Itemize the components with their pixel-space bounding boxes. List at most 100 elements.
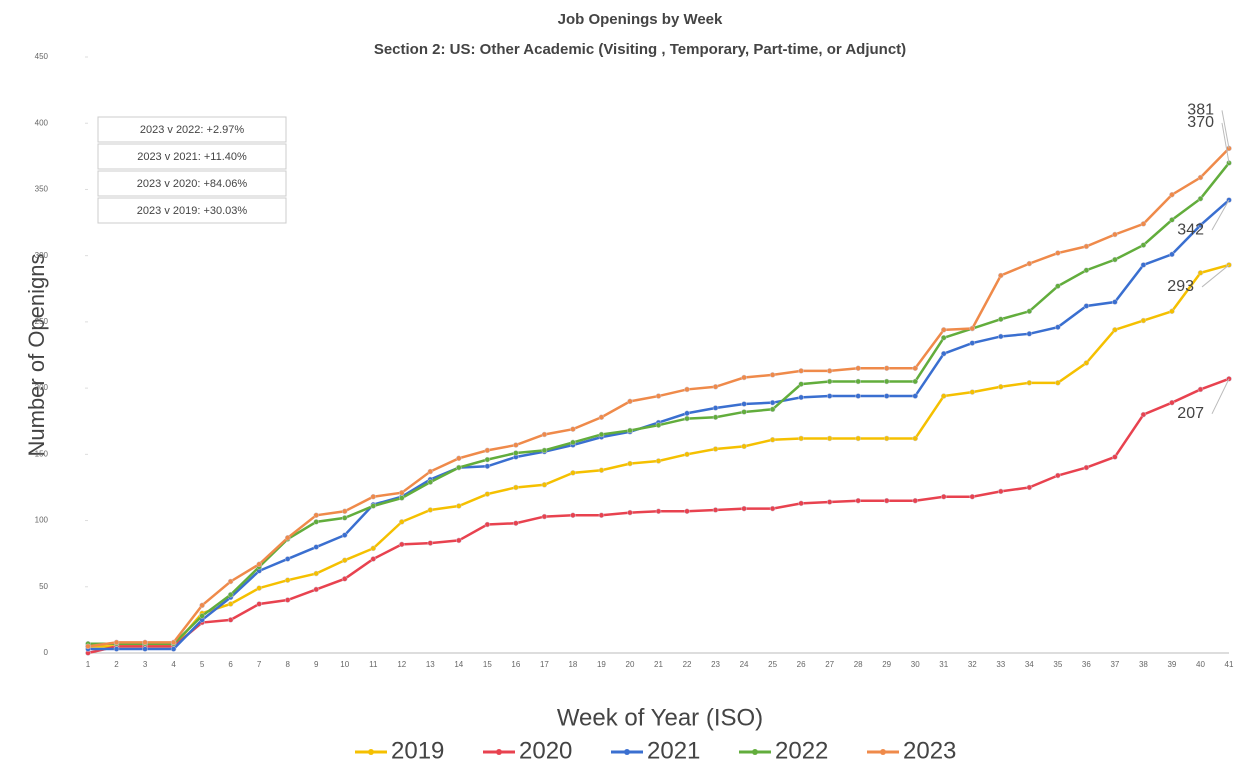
point — [427, 468, 434, 475]
point — [1140, 262, 1147, 268]
point — [855, 365, 861, 371]
x-tick-label: 38 — [1139, 660, 1148, 669]
point — [684, 451, 690, 458]
point — [456, 464, 462, 471]
point — [798, 394, 804, 401]
x-tick-label: 21 — [654, 660, 663, 669]
x-tick-label: 30 — [911, 660, 920, 669]
point — [741, 401, 747, 407]
legend-marker — [624, 749, 630, 755]
point — [256, 561, 262, 568]
point — [113, 639, 120, 646]
point — [712, 405, 719, 411]
x-tick-label: 36 — [1082, 660, 1091, 669]
annotation: 2023 v 2022: +2.97% — [140, 124, 244, 136]
point — [598, 431, 605, 438]
x-tick-label: 24 — [740, 660, 749, 669]
legend-label: 2019 — [391, 737, 444, 764]
y-axis-label: Number of Openigns — [24, 254, 49, 457]
x-tick-label: 25 — [768, 660, 777, 669]
point — [170, 639, 177, 646]
legend-marker — [496, 749, 502, 755]
point — [769, 372, 776, 378]
point — [855, 378, 861, 385]
point — [1026, 331, 1033, 337]
x-tick-label: 8 — [285, 660, 290, 669]
point — [826, 393, 833, 399]
point — [313, 570, 319, 577]
point — [941, 493, 947, 500]
point — [598, 467, 605, 473]
point — [284, 556, 291, 562]
point — [712, 414, 719, 420]
point — [1083, 243, 1090, 250]
point — [798, 368, 804, 374]
point — [1112, 231, 1118, 238]
point — [456, 537, 462, 544]
point — [655, 508, 662, 515]
point — [313, 544, 319, 550]
point — [541, 431, 548, 438]
point — [1026, 308, 1033, 315]
point — [712, 384, 719, 390]
point — [399, 495, 405, 501]
legend-marker — [880, 749, 886, 755]
point — [1169, 191, 1175, 198]
point — [484, 521, 491, 528]
point — [341, 557, 348, 564]
x-tick-label: 11 — [369, 660, 378, 669]
point — [712, 446, 719, 452]
point — [912, 497, 918, 504]
point — [1026, 380, 1033, 386]
point — [1140, 242, 1147, 248]
annotation-box — [97, 197, 287, 224]
point — [998, 488, 1004, 495]
leader-line — [1221, 110, 1230, 149]
x-tick-label: 19 — [597, 660, 606, 669]
point — [399, 489, 405, 496]
point — [1055, 324, 1061, 330]
point — [1055, 472, 1061, 479]
point — [598, 512, 605, 519]
point — [1055, 380, 1061, 386]
point — [513, 450, 519, 456]
point — [456, 455, 462, 462]
point — [855, 435, 861, 442]
leader-line — [1211, 378, 1230, 415]
point — [313, 519, 319, 525]
annotation: 2023 v 2019: +30.03% — [137, 205, 248, 217]
point — [998, 384, 1004, 390]
point — [570, 470, 576, 476]
point — [284, 577, 291, 583]
point — [627, 427, 633, 434]
chart-title: Job Openings by Week — [558, 11, 723, 28]
x-tick-label: 26 — [797, 660, 806, 669]
point — [341, 508, 348, 515]
x-tick-label: 28 — [854, 660, 863, 669]
point — [1112, 256, 1118, 263]
point — [227, 617, 234, 623]
point — [941, 393, 947, 399]
x-axis-label: Week of Year (ISO) — [557, 704, 763, 731]
point — [627, 509, 633, 516]
annotation: 2023 v 2020: +84.06% — [137, 178, 248, 190]
point — [570, 426, 576, 432]
point — [655, 393, 662, 399]
x-tick-label: 23 — [711, 660, 720, 669]
x-tick-label: 33 — [996, 660, 1005, 669]
point — [855, 393, 861, 399]
point — [370, 493, 376, 500]
data-label: 293 — [1167, 278, 1194, 295]
x-tick-label: 5 — [200, 660, 205, 669]
point — [969, 493, 976, 500]
point — [912, 365, 918, 371]
point — [1083, 464, 1090, 471]
data-label: 207 — [1177, 405, 1204, 422]
point — [826, 499, 833, 505]
point — [227, 601, 234, 607]
x-tick-label: 10 — [340, 660, 349, 669]
x-tick-label: 29 — [882, 660, 891, 669]
point — [399, 519, 405, 525]
x-tick-label: 27 — [825, 660, 834, 669]
